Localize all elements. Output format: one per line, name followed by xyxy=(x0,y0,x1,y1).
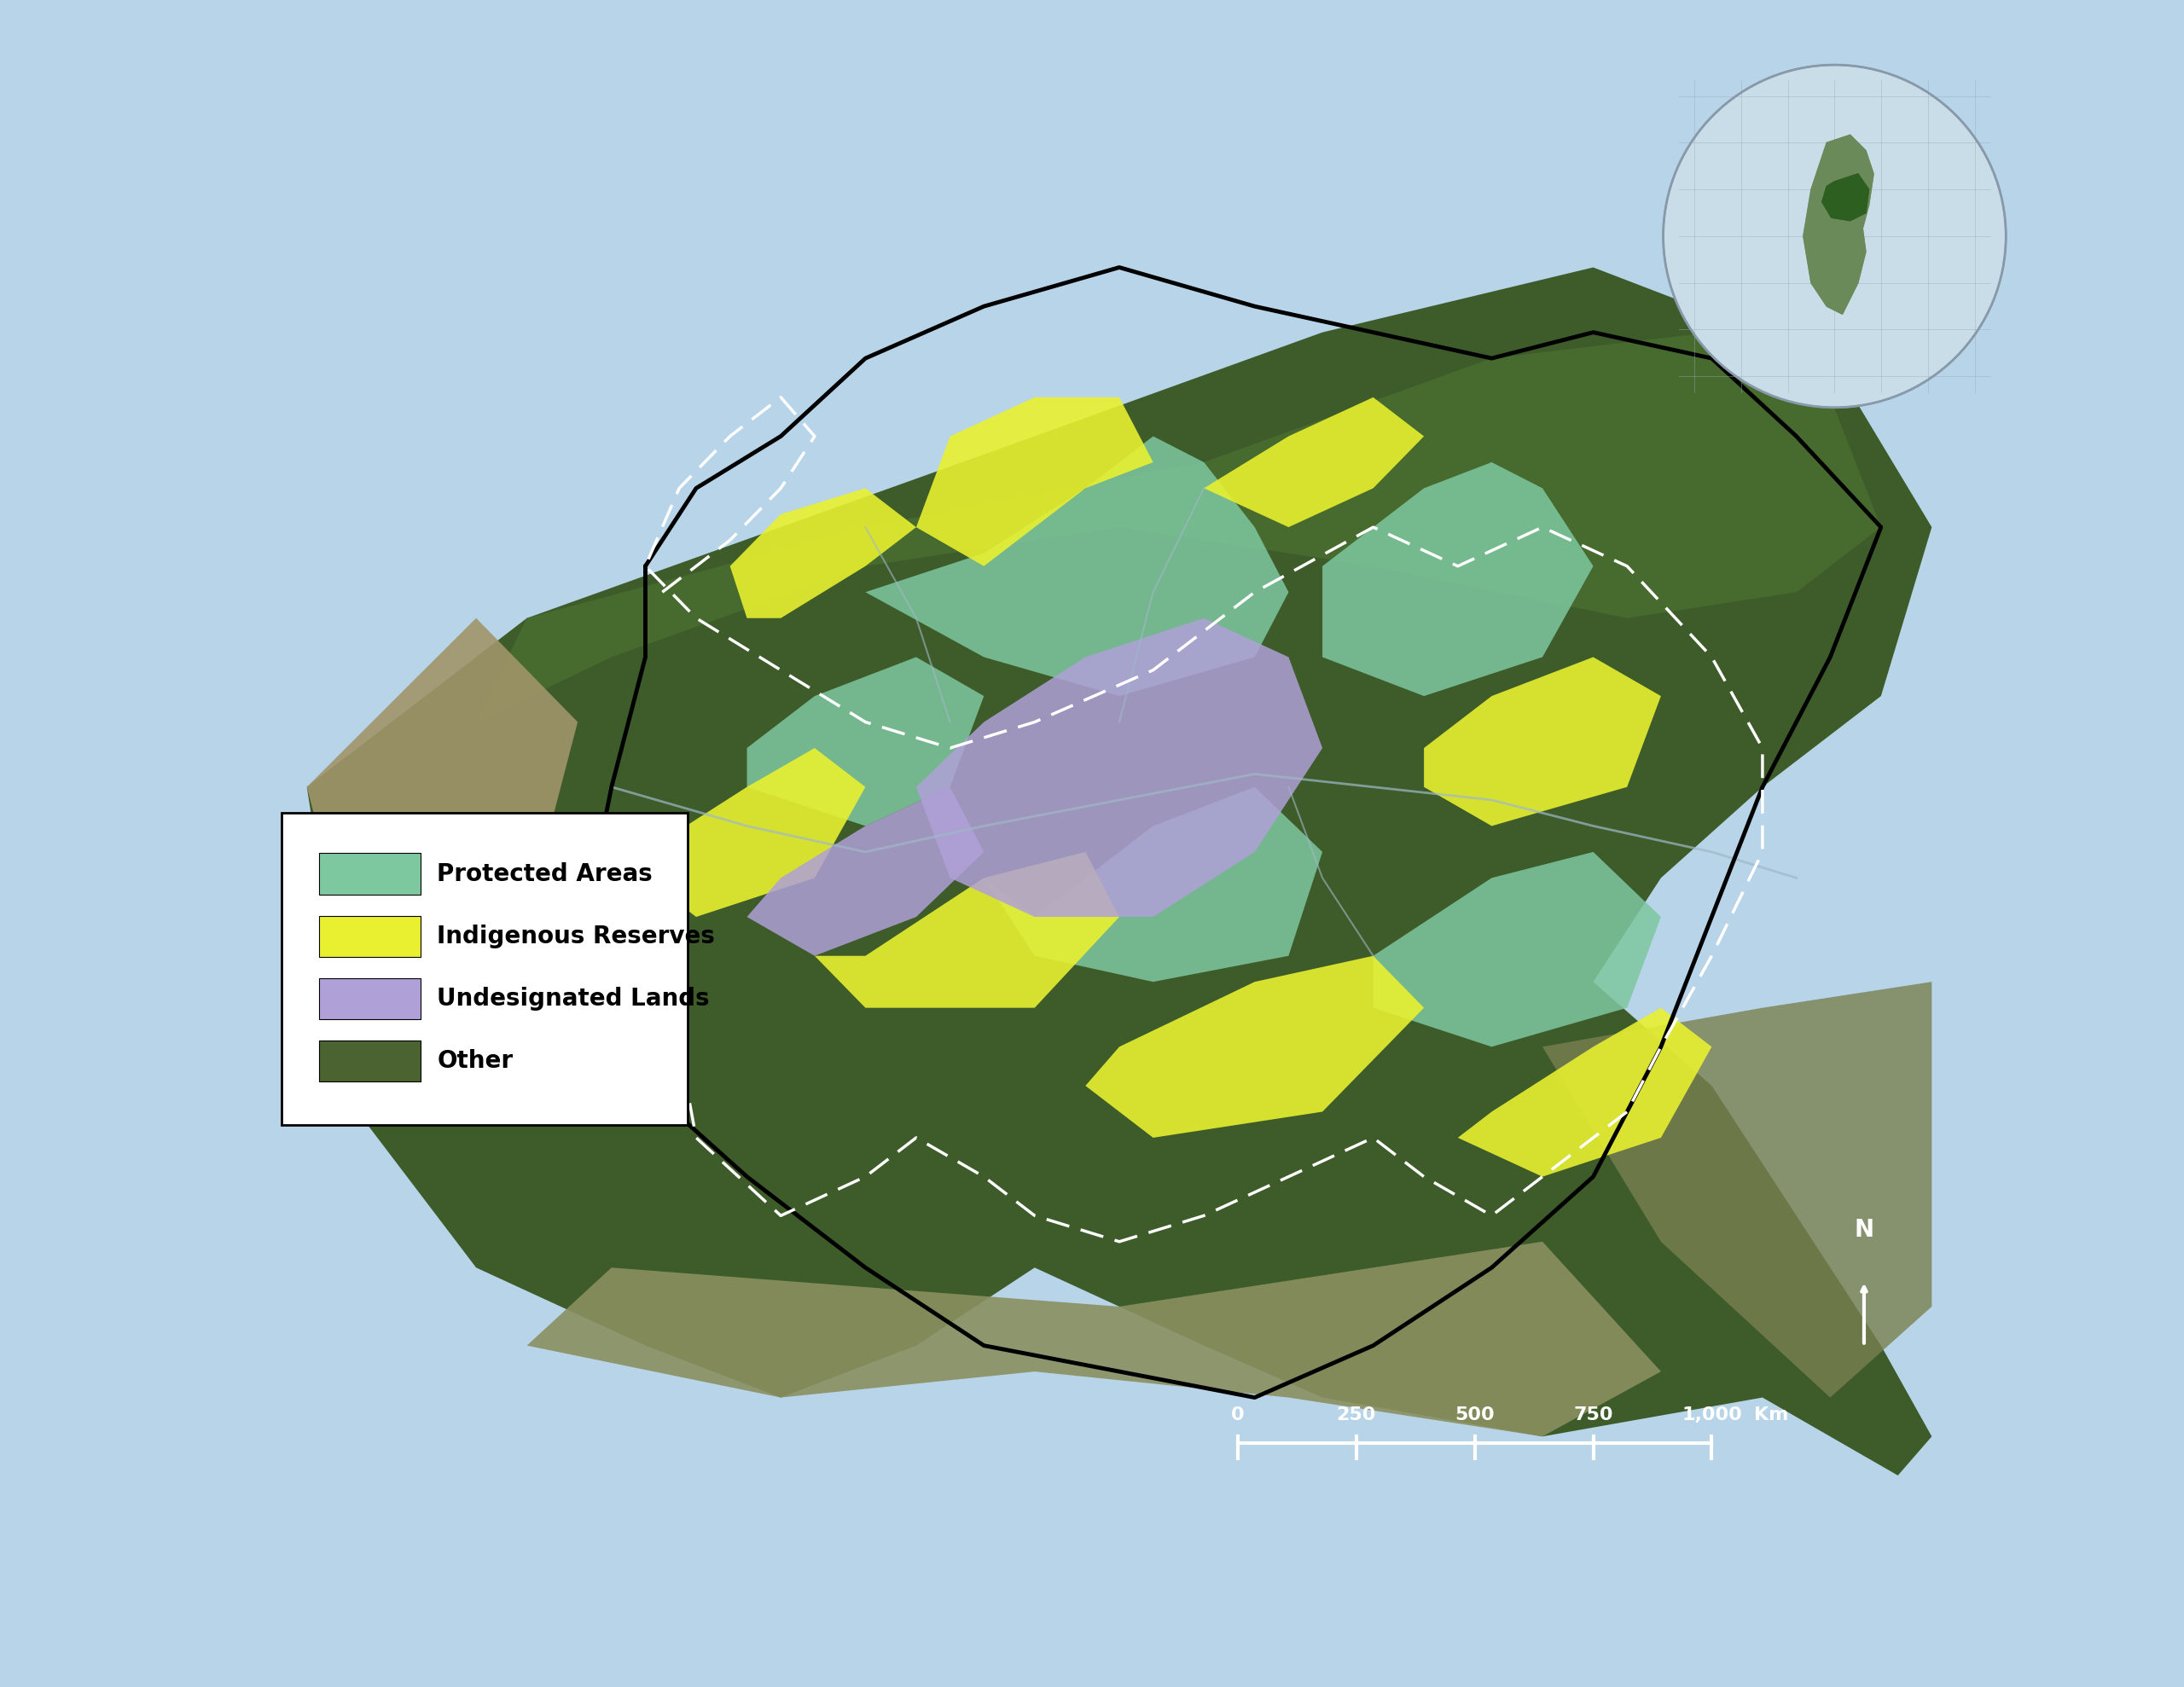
Polygon shape xyxy=(306,267,1931,1476)
Text: Protected Areas: Protected Areas xyxy=(437,862,653,886)
Polygon shape xyxy=(1821,174,1870,221)
Text: 250: 250 xyxy=(1337,1407,1376,1424)
Bar xyxy=(319,916,419,957)
Polygon shape xyxy=(1085,957,1424,1137)
Polygon shape xyxy=(1542,982,1931,1397)
Polygon shape xyxy=(1459,1007,1712,1178)
Text: 500: 500 xyxy=(1455,1407,1494,1424)
Polygon shape xyxy=(729,488,917,617)
Polygon shape xyxy=(815,852,1120,1007)
Bar xyxy=(319,978,419,1019)
Polygon shape xyxy=(306,617,577,1046)
Polygon shape xyxy=(526,1242,1660,1436)
Polygon shape xyxy=(747,786,983,957)
Circle shape xyxy=(1664,64,2005,408)
Polygon shape xyxy=(1804,135,1874,314)
Text: Undesignated Lands: Undesignated Lands xyxy=(437,987,710,1011)
Bar xyxy=(319,854,419,894)
Polygon shape xyxy=(983,786,1324,982)
Polygon shape xyxy=(646,747,865,916)
Text: Km: Km xyxy=(1754,1407,1789,1424)
Polygon shape xyxy=(1324,462,1594,697)
Polygon shape xyxy=(476,332,1880,722)
Text: N: N xyxy=(1854,1218,1874,1242)
Text: Indigenous Reserves: Indigenous Reserves xyxy=(437,924,714,948)
Polygon shape xyxy=(1821,174,1870,221)
Polygon shape xyxy=(865,437,1289,697)
Polygon shape xyxy=(1804,135,1874,314)
Text: 1,000: 1,000 xyxy=(1682,1407,1743,1424)
Polygon shape xyxy=(1424,656,1660,827)
Text: 0: 0 xyxy=(1232,1407,1245,1424)
Text: 750: 750 xyxy=(1572,1407,1614,1424)
Polygon shape xyxy=(1203,396,1424,526)
Polygon shape xyxy=(917,617,1324,916)
Bar xyxy=(319,1041,419,1081)
Polygon shape xyxy=(1374,852,1660,1046)
Polygon shape xyxy=(917,396,1153,567)
FancyBboxPatch shape xyxy=(282,813,688,1125)
Polygon shape xyxy=(747,656,983,827)
Text: Other: Other xyxy=(437,1049,513,1073)
